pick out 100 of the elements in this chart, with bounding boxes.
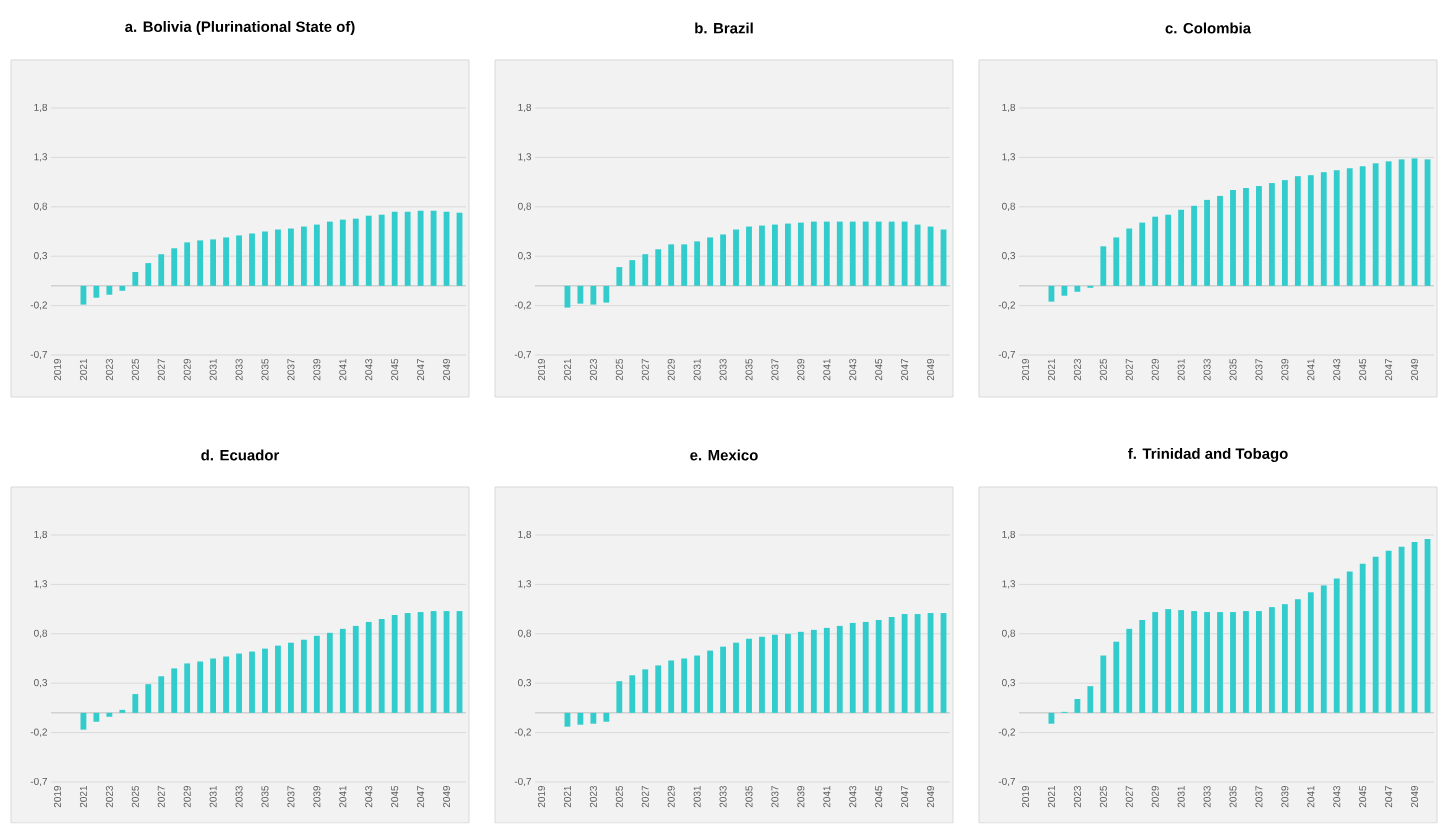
bar bbox=[888, 221, 895, 287]
bar bbox=[1307, 592, 1314, 714]
bar bbox=[1178, 610, 1185, 714]
y-tick-label: 0,3 bbox=[518, 252, 532, 261]
bar bbox=[875, 221, 882, 287]
bar bbox=[1333, 578, 1340, 714]
x-tick-label: 2027 bbox=[1125, 359, 1133, 381]
x-tick-label: 2021 bbox=[1047, 359, 1055, 381]
x-tick-label: 2037 bbox=[1255, 359, 1263, 381]
bar bbox=[1230, 190, 1236, 287]
bar bbox=[888, 617, 895, 714]
bar bbox=[1152, 612, 1159, 714]
bar bbox=[603, 286, 610, 303]
y-tick-label: 1,8 bbox=[1002, 531, 1016, 540]
bar bbox=[158, 254, 165, 287]
x-tick-label: 2043 bbox=[365, 359, 373, 381]
bar bbox=[797, 222, 804, 287]
x-tick-label: 2027 bbox=[641, 359, 649, 381]
bar bbox=[642, 669, 649, 714]
y-tick-label: 1,8 bbox=[1002, 104, 1016, 113]
bar bbox=[1204, 612, 1210, 714]
x-tick-label: 2047 bbox=[1385, 359, 1393, 381]
bar bbox=[1191, 206, 1198, 287]
bar bbox=[404, 211, 411, 287]
bar bbox=[352, 218, 359, 287]
x-tick-label: 2035 bbox=[1229, 786, 1237, 808]
x-tick-label: 2041 bbox=[339, 786, 347, 808]
bar bbox=[93, 286, 100, 298]
bar bbox=[590, 713, 597, 724]
y-tick-label: 0,3 bbox=[34, 679, 48, 688]
bar bbox=[862, 622, 869, 714]
x-tick-label: 2031 bbox=[1177, 786, 1185, 808]
bar bbox=[655, 249, 662, 287]
x-tick-label: 2041 bbox=[823, 786, 831, 808]
x-tick-label: 2019 bbox=[1021, 786, 1030, 808]
bar bbox=[326, 633, 333, 714]
bar bbox=[1074, 286, 1081, 293]
x-tick-label: 2039 bbox=[313, 359, 321, 381]
bar bbox=[901, 614, 908, 714]
y-tick-label: 1,3 bbox=[34, 580, 48, 589]
bar bbox=[849, 623, 856, 714]
bar bbox=[275, 645, 281, 714]
bar bbox=[1061, 286, 1068, 296]
bar bbox=[1165, 609, 1172, 714]
y-tick-label: 0,8 bbox=[34, 202, 48, 212]
bar bbox=[93, 713, 100, 722]
bar bbox=[629, 675, 636, 714]
bar bbox=[210, 239, 217, 287]
x-tick-label: 2033 bbox=[719, 786, 727, 808]
x-tick-label: 2047 bbox=[901, 786, 909, 808]
bar bbox=[1268, 183, 1275, 287]
x-tick-label: 2025 bbox=[131, 359, 139, 381]
x-tick-label: 2043 bbox=[849, 786, 857, 808]
y-tick-label: 1,8 bbox=[518, 104, 532, 113]
y-tick-label: -0,7 bbox=[514, 351, 531, 360]
x-tick-label: 2023 bbox=[105, 786, 113, 808]
bar bbox=[1165, 214, 1172, 287]
x-tick-label: 2025 bbox=[615, 786, 623, 808]
bar bbox=[1243, 188, 1249, 287]
bar bbox=[339, 629, 346, 714]
x-tick-label: 2047 bbox=[417, 359, 425, 381]
bar bbox=[577, 713, 584, 725]
bar bbox=[577, 286, 584, 304]
x-tick-label: 2019 bbox=[53, 786, 62, 808]
x-tick-label: 2039 bbox=[1281, 786, 1289, 808]
x-tick-label: 2019 bbox=[537, 786, 546, 808]
bar bbox=[378, 619, 385, 714]
bar bbox=[132, 694, 139, 714]
bar bbox=[145, 263, 152, 287]
x-tick-label: 2037 bbox=[771, 359, 779, 381]
x-tick-label: 2037 bbox=[771, 786, 779, 808]
bar bbox=[1204, 200, 1210, 287]
bar bbox=[862, 221, 869, 287]
bar bbox=[119, 710, 126, 714]
x-tick-label: 2035 bbox=[745, 359, 753, 381]
x-tick-label: 2035 bbox=[745, 786, 753, 808]
x-tick-label: 2045 bbox=[1359, 359, 1367, 381]
x-tick-label: 2023 bbox=[1073, 359, 1081, 381]
bar bbox=[746, 226, 752, 287]
bar bbox=[849, 221, 856, 287]
bar bbox=[1126, 228, 1133, 287]
x-tick-label: 2025 bbox=[615, 359, 623, 381]
bar bbox=[1359, 563, 1366, 714]
x-tick-label: 2049 bbox=[443, 359, 451, 381]
y-tick-label: 0,8 bbox=[1002, 202, 1016, 212]
bar bbox=[668, 660, 675, 714]
bar bbox=[1359, 166, 1366, 287]
x-tick-label: 2019 bbox=[53, 359, 62, 381]
bar bbox=[1152, 216, 1159, 287]
x-tick-label: 2023 bbox=[589, 786, 597, 808]
x-tick-label: 2029 bbox=[667, 786, 675, 808]
bar bbox=[823, 628, 830, 714]
y-tick-label: -0,7 bbox=[998, 351, 1015, 360]
x-tick-label: 2045 bbox=[391, 786, 399, 808]
x-tick-label: 2045 bbox=[875, 786, 883, 808]
bar bbox=[145, 684, 152, 714]
bar bbox=[836, 221, 843, 287]
bar bbox=[1398, 547, 1405, 714]
bar bbox=[171, 248, 178, 287]
bar bbox=[836, 626, 843, 714]
